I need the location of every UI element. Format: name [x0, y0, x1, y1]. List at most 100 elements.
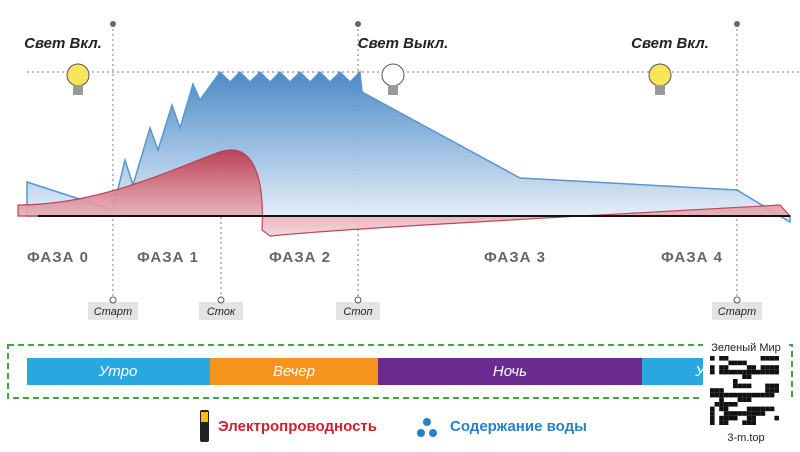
qr-module — [723, 411, 729, 416]
qr-module — [733, 392, 738, 398]
qr-module — [719, 420, 724, 425]
qr-module — [710, 392, 715, 398]
qr-module — [723, 406, 729, 412]
qr-module — [769, 369, 775, 375]
qr-module — [733, 379, 738, 384]
guides — [27, 24, 800, 300]
period-bar — [642, 358, 710, 385]
phase-label: ФАЗА 2 — [269, 249, 331, 266]
qr-module — [719, 415, 724, 421]
qr-module — [719, 365, 724, 370]
qr-module — [765, 392, 770, 398]
qr-module — [774, 369, 779, 375]
qr-module — [760, 356, 766, 361]
qr-module — [733, 402, 738, 407]
qr-module — [751, 365, 756, 370]
qr-module — [742, 360, 747, 366]
qr-module — [719, 369, 724, 375]
qr-module — [719, 392, 724, 398]
qr-module — [737, 397, 743, 402]
period-label: Утро — [98, 363, 138, 380]
qr-module — [756, 392, 761, 398]
qr-module — [710, 411, 715, 416]
qr-module — [746, 374, 752, 379]
qr-module — [719, 406, 724, 412]
marker-label: Старт — [718, 306, 756, 318]
qr-module — [723, 392, 729, 398]
qr-module — [760, 365, 766, 370]
period-label: Ночь — [493, 363, 527, 380]
ec-area — [17, 149, 792, 237]
qr-module — [723, 365, 729, 370]
light-label: Свет Выкл. — [358, 35, 448, 52]
light-label: Свет Вкл. — [631, 35, 709, 52]
qr-module — [742, 369, 747, 375]
qr-module — [760, 411, 766, 416]
qr-module — [742, 397, 747, 402]
qr-module — [751, 411, 756, 416]
qr-module — [723, 415, 729, 421]
bulbs — [66, 63, 672, 95]
qr-module — [728, 411, 733, 416]
qr-module — [728, 415, 733, 421]
qr-module — [742, 392, 747, 398]
qr-module — [742, 383, 747, 389]
qr-module — [714, 392, 720, 398]
qr-module — [746, 406, 752, 412]
qr-module — [756, 369, 761, 375]
legend-label: Электропроводность — [218, 418, 377, 435]
qr-module — [710, 406, 715, 412]
qr-module — [765, 369, 770, 375]
qr-module — [769, 388, 775, 393]
qr-module — [756, 411, 761, 416]
qr-module — [728, 369, 733, 375]
qr-module — [765, 406, 770, 412]
qr-module — [765, 356, 770, 361]
phase-label: ФАЗА 3 — [484, 249, 546, 266]
marker-label: Сток — [207, 306, 236, 318]
qr-module — [769, 365, 775, 370]
phase-label: ФАЗА 1 — [137, 249, 199, 266]
qr-module — [710, 356, 715, 361]
light-label: Свет Вкл. — [24, 35, 102, 52]
qr-module — [774, 356, 779, 361]
qr-module — [746, 415, 752, 421]
qr-module — [769, 383, 775, 389]
qr-module — [760, 369, 766, 375]
qr-module — [723, 369, 729, 375]
qr-module — [751, 406, 756, 412]
qr-module — [723, 402, 729, 407]
qr-module — [751, 415, 756, 421]
phase-label: ФАЗА 0 — [27, 249, 89, 266]
qr-module — [719, 356, 724, 361]
period-label: Вечер — [273, 363, 315, 380]
qr-module — [733, 369, 738, 375]
qr-module — [746, 365, 752, 370]
qr-module — [723, 356, 729, 361]
qr-module — [765, 383, 770, 389]
qr-module — [765, 365, 770, 370]
qr-module — [765, 388, 770, 393]
qr-module — [751, 392, 756, 398]
qr-module — [714, 402, 720, 407]
marker-boxes — [88, 302, 762, 320]
qr-module — [751, 420, 756, 425]
marker-label: Стоп — [343, 306, 372, 318]
qr-module — [774, 383, 779, 389]
qr-module — [769, 392, 775, 398]
qr-module — [719, 402, 724, 407]
qr-module — [719, 397, 724, 402]
guide-dots — [110, 21, 740, 27]
qr-module — [710, 388, 715, 393]
qr-module — [710, 365, 715, 370]
qr-module — [737, 369, 743, 375]
qr-module — [756, 406, 761, 412]
qr-module — [769, 406, 775, 412]
qr-module — [742, 420, 747, 425]
qr-module — [746, 397, 752, 402]
qr-module — [710, 415, 715, 421]
qr-module — [746, 411, 752, 416]
period-bar — [378, 358, 642, 385]
watermark-title: Зеленый Мир — [711, 342, 781, 354]
